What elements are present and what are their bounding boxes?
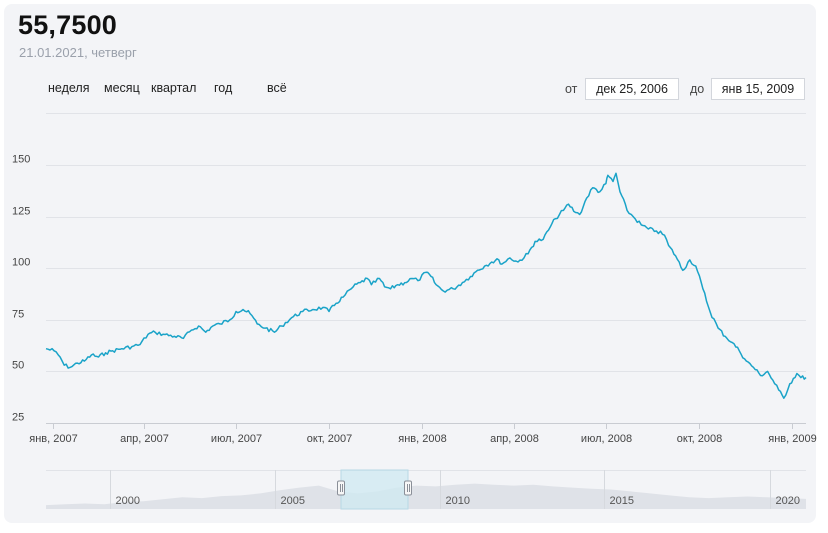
navigator-tick-label: 2005 xyxy=(281,495,305,507)
navigator-selection[interactable] xyxy=(340,469,409,510)
grid-lines xyxy=(46,113,806,424)
x-tick-label: окт, 2007 xyxy=(307,433,352,445)
range-from-input[interactable]: дек 25, 2006 xyxy=(585,78,679,100)
navigator[interactable]: 2000 2005 2010 2015 2020 xyxy=(46,469,806,510)
x-tick-label: июл, 2008 xyxy=(581,433,632,445)
x-tick-label: янв, 2008 xyxy=(398,433,446,445)
y-tick-label: 25 xyxy=(12,412,24,424)
navigator-tick-label: 2000 xyxy=(116,495,140,507)
y-axis-ticks: 25 50 75 100 125 150 xyxy=(12,154,30,424)
period-all-button[interactable]: всё xyxy=(267,81,287,95)
period-month-button[interactable]: месяц xyxy=(104,81,140,95)
x-tick-label: янв, 2007 xyxy=(29,433,77,445)
price-series-line xyxy=(45,172,807,399)
current-price: 55,7500 xyxy=(18,10,117,40)
period-quarter-button[interactable]: квартал xyxy=(151,81,197,95)
y-tick-label: 75 xyxy=(12,309,24,321)
x-tick-label: янв, 2009 xyxy=(768,433,816,445)
x-axis-ticks: янв, 2007 апр, 2007 июл, 2007 окт, 2007 янв,… xyxy=(29,423,817,445)
y-tick-label: 100 xyxy=(12,257,30,269)
price-date: 21.01.2021, четверг xyxy=(19,45,137,60)
y-tick-label: 125 xyxy=(12,206,30,218)
navigator-tick-label: 2020 xyxy=(776,495,800,507)
period-year-button[interactable]: год xyxy=(214,81,233,95)
chart-card xyxy=(4,4,816,523)
navigator-area xyxy=(46,483,806,509)
y-tick-label: 150 xyxy=(12,154,30,166)
range-to-label: до xyxy=(690,82,705,96)
navigator-tick-label: 2010 xyxy=(446,495,470,507)
period-week-button[interactable]: неделя xyxy=(48,81,90,95)
x-tick-label: окт, 2008 xyxy=(677,433,722,445)
x-tick-label: апр, 2007 xyxy=(120,433,169,445)
x-tick-label: июл, 2007 xyxy=(211,433,262,445)
navigator-tick-label: 2015 xyxy=(610,495,634,507)
range-from-label: от xyxy=(565,82,578,96)
y-tick-label: 50 xyxy=(12,360,24,372)
x-tick-label: апр, 2008 xyxy=(490,433,539,445)
range-to-input[interactable]: янв 15, 2009 xyxy=(711,78,805,100)
